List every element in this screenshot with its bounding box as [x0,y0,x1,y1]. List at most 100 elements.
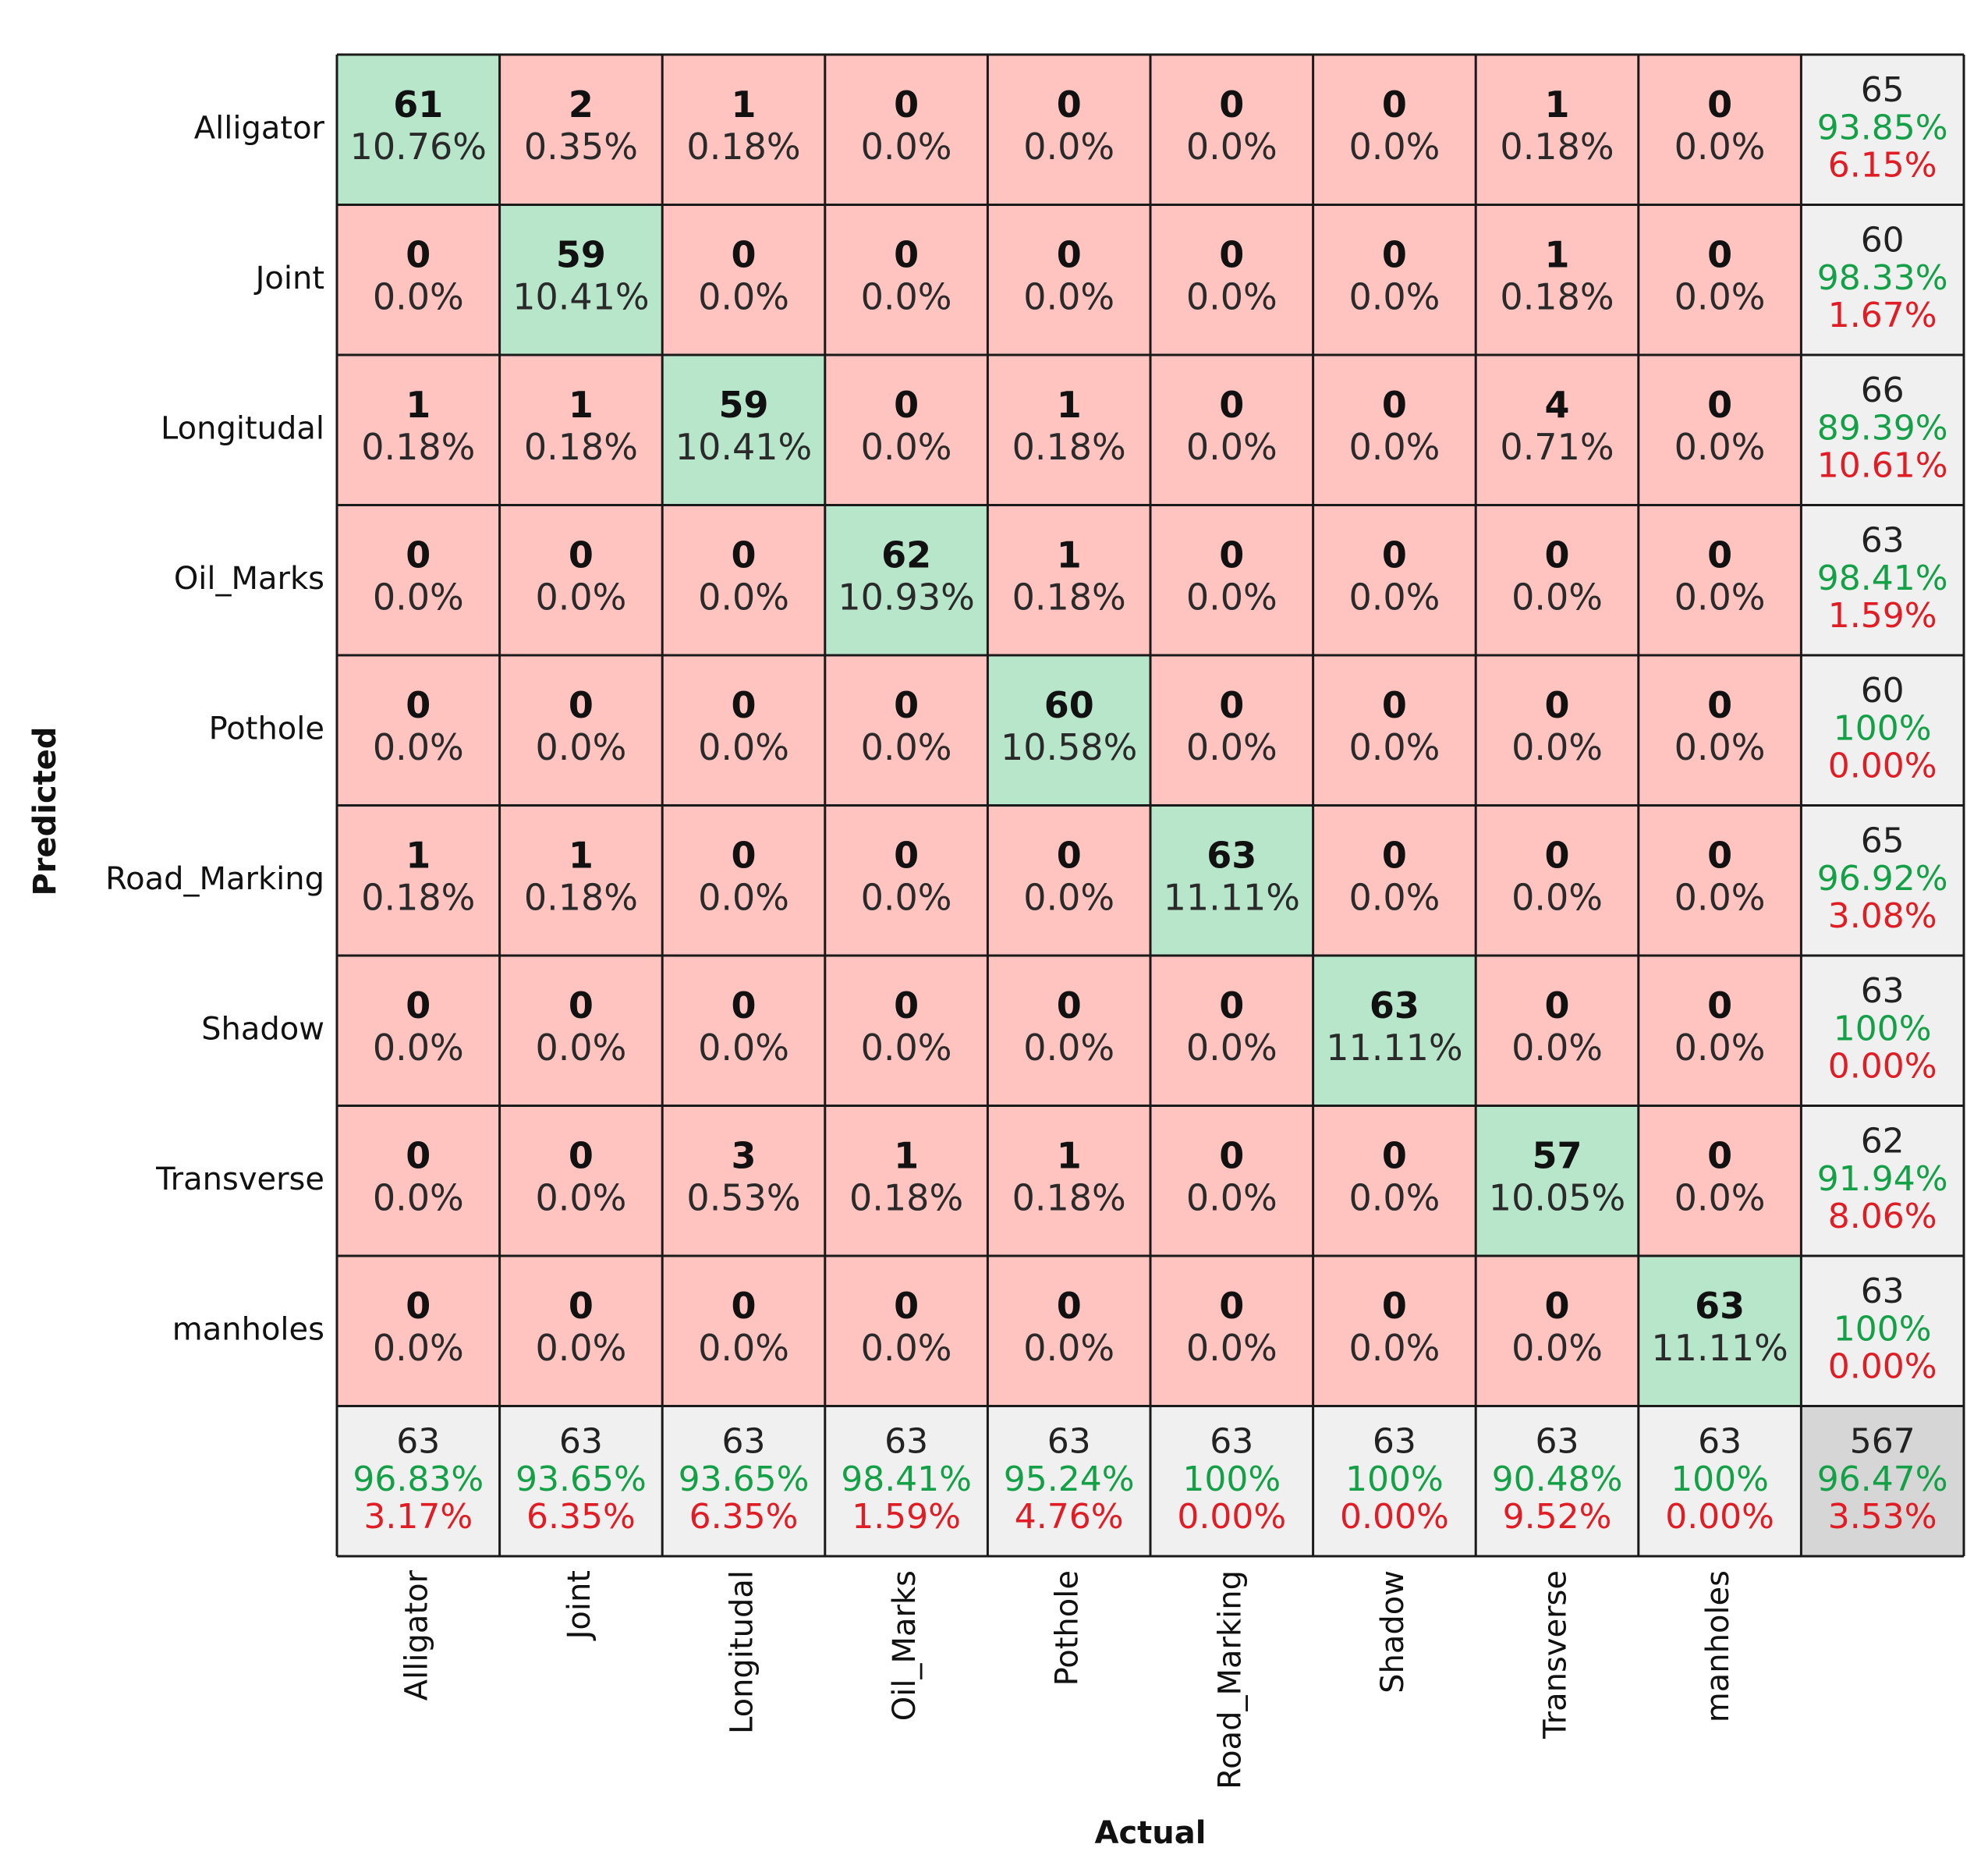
matrix-cell [1313,355,1476,505]
cell-percent: 0.18% [1500,126,1614,168]
cell-percent: 0.53% [686,1176,800,1218]
summary-error-rate: 10.61% [1817,445,1948,485]
cell-count: 1 [569,834,594,876]
matrix-cell [1150,204,1313,355]
summary-error-rate: 4.76% [1015,1497,1124,1537]
cell-percent: 10.41% [512,275,649,317]
y-tick-label: Shadow [201,1011,324,1047]
cell-count: 0 [406,684,431,726]
matrix-cell [1638,805,1802,956]
summary-error-rate: 0.00% [1340,1497,1449,1537]
summary-correct-rate: 93.85% [1817,108,1948,147]
summary-total: 66 [1861,371,1905,410]
cell-count: 0 [1707,534,1732,576]
x-axis-title: Actual [1095,1815,1207,1851]
matrix-cell [1150,1105,1313,1256]
cell-count: 3 [731,1134,756,1176]
matrix-cell [337,1105,500,1256]
cell-count: 0 [731,534,756,576]
cell-percent: 0.0% [1674,726,1766,768]
summary-correct-rate: 100% [1345,1459,1444,1499]
matrix-cell [1638,355,1802,505]
summary-correct-rate: 96.83% [353,1459,484,1499]
cell-count: 0 [1057,834,1082,876]
x-tick-label: Alligator [399,1569,434,1701]
cell-count: 2 [569,83,594,126]
y-tick-label: Alligator [194,110,325,146]
matrix-cell [499,1256,663,1406]
summary-total: 63 [1536,1422,1579,1462]
matrix-cell [987,505,1150,655]
cell-count: 0 [894,834,919,876]
summary-total: 63 [1047,1422,1091,1462]
cell-percent: 0.18% [849,1176,963,1218]
cell-count: 0 [569,1285,594,1327]
cell-count: 0 [406,984,431,1027]
cell-percent: 0.0% [1348,726,1440,768]
cell-percent: 0.0% [1186,426,1277,468]
matrix-cell [987,1256,1150,1406]
matrix-cell [987,204,1150,355]
matrix-cell [1638,956,1802,1106]
summary-total: 63 [559,1422,603,1462]
summary-error-rate: 9.52% [1503,1497,1612,1537]
cell-percent: 0.0% [1348,576,1440,618]
cell-count: 0 [731,984,756,1027]
cell-percent: 0.0% [1023,1027,1114,1069]
matrix-cell [1150,805,1313,956]
matrix-cell [662,655,825,806]
cell-count: 1 [1544,83,1569,126]
matrix-cell [987,805,1150,956]
summary-error-rate: 0.00% [1665,1497,1774,1537]
cell-count: 0 [1707,684,1732,726]
x-tick-label: Shadow [1375,1570,1411,1693]
cell-percent: 0.0% [698,275,789,317]
cell-percent: 0.0% [1348,1327,1440,1369]
cell-percent: 0.0% [373,726,464,768]
cell-count: 0 [894,984,919,1027]
matrix-cell [1638,1105,1802,1256]
cell-count: 0 [1219,534,1244,576]
matrix-cell [987,655,1150,806]
cell-percent: 0.0% [1674,426,1766,468]
matrix-cell [824,204,988,355]
cell-percent: 0.18% [1012,426,1126,468]
cell-percent: 0.0% [861,275,952,317]
summary-correct-rate: 100% [1671,1459,1769,1499]
summary-correct-rate: 100% [1834,1009,1932,1048]
column-summary-cell [337,1406,500,1556]
cell-count: 0 [1219,684,1244,726]
matrix-cell [1313,956,1476,1106]
summary-correct-rate: 93.65% [516,1459,647,1499]
cell-percent: 0.0% [1186,126,1277,168]
cell-percent: 0.0% [1023,876,1114,918]
cell-count: 0 [1382,534,1407,576]
matrix-cell [1150,355,1313,505]
cell-percent: 0.0% [1348,876,1440,918]
cell-count: 0 [1544,534,1569,576]
cell-count: 4 [1544,384,1569,426]
summary-total: 63 [1698,1422,1742,1462]
summary-total: 60 [1861,671,1905,711]
matrix-cell [1476,655,1639,806]
matrix-cell [337,655,500,806]
cell-percent: 0.0% [698,1327,789,1369]
summary-total: 63 [1373,1422,1416,1462]
cell-count: 0 [1219,384,1244,426]
cell-percent: 0.18% [524,876,638,918]
cell-count: 0 [731,1285,756,1327]
cell-count: 0 [406,1134,431,1176]
cell-count: 0 [1707,384,1732,426]
cell-percent: 0.0% [373,1027,464,1069]
cell-count: 0 [1057,233,1082,275]
matrix-cell [1638,505,1802,655]
summary-correct-rate: 89.39% [1817,408,1948,448]
cell-count: 0 [1544,834,1569,876]
x-tick-label: manholes [1700,1570,1736,1722]
cell-count: 0 [1382,1285,1407,1327]
cell-count: 0 [894,1285,919,1327]
cell-count: 0 [894,83,919,126]
matrix-cell [1313,505,1476,655]
row-summary-cell [1801,204,1964,355]
summary-total: 65 [1861,821,1905,861]
